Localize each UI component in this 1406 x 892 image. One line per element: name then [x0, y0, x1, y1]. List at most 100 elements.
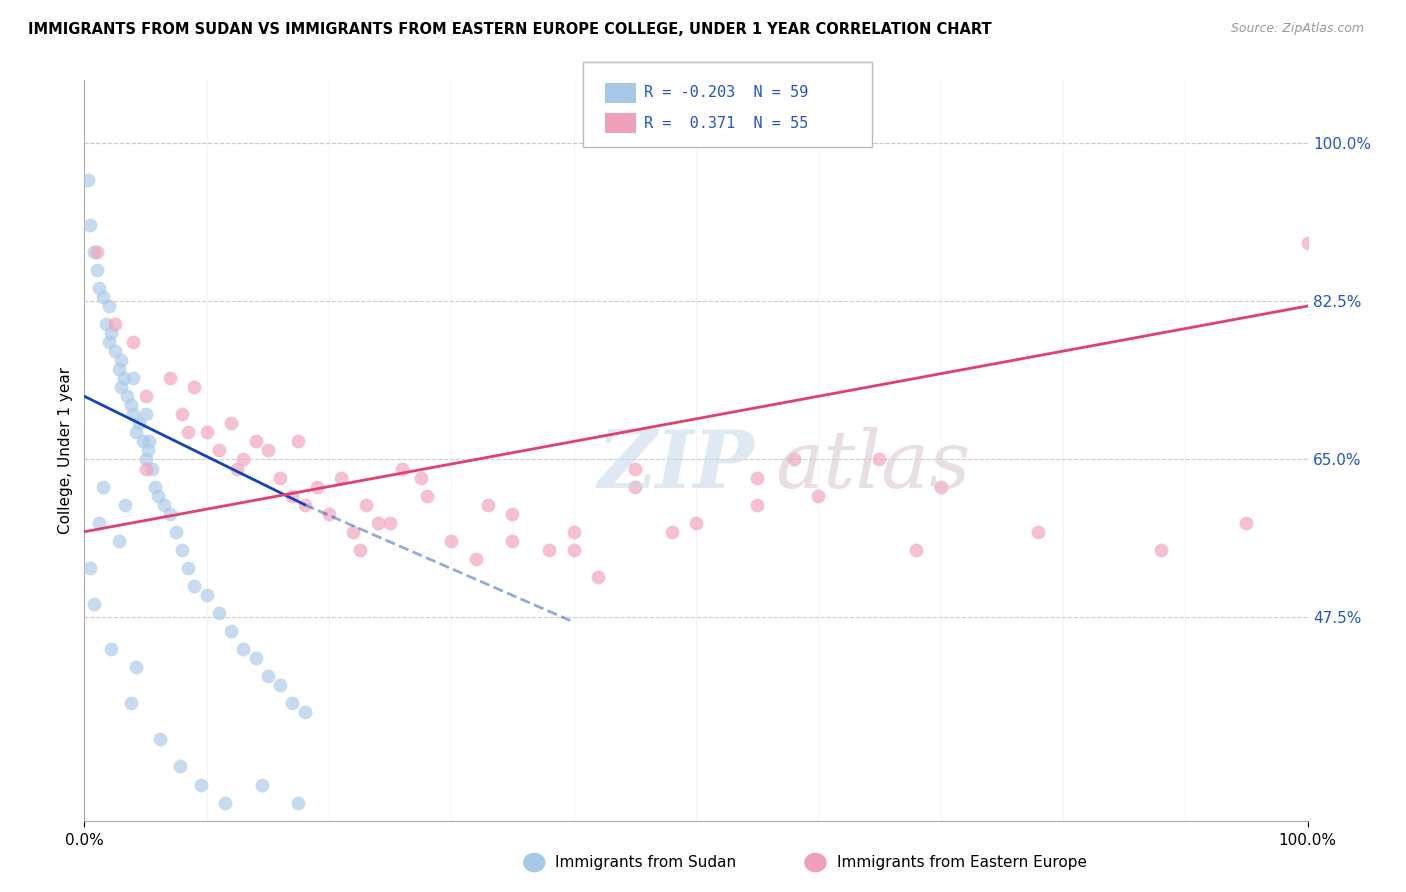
Point: [257, 443, 280, 458]
Point: [869, 452, 891, 467]
Point: [269, 470, 291, 484]
Point: [114, 498, 136, 512]
Point: [1028, 524, 1050, 539]
Point: [294, 706, 316, 720]
Point: [929, 479, 952, 493]
Point: [77, 172, 100, 186]
Point: [214, 796, 236, 810]
Point: [172, 542, 194, 557]
Point: [177, 425, 200, 440]
Point: [96, 317, 118, 331]
Point: [107, 362, 129, 376]
Point: [464, 551, 486, 566]
Point: [143, 479, 166, 493]
Point: [183, 579, 205, 593]
Point: [349, 542, 371, 557]
Point: [318, 507, 340, 521]
Point: [195, 425, 218, 440]
Point: [97, 335, 120, 350]
Point: [135, 452, 157, 467]
Point: [624, 479, 647, 493]
Point: [330, 470, 353, 484]
Point: [250, 778, 273, 792]
Point: [83, 244, 105, 259]
Point: [104, 344, 127, 359]
Point: [245, 434, 267, 449]
Point: [153, 498, 176, 512]
Point: [391, 461, 413, 475]
Point: [125, 425, 148, 440]
Point: [136, 443, 159, 458]
Point: [245, 651, 267, 665]
Point: [172, 408, 194, 422]
Point: [380, 516, 402, 530]
Point: [1150, 542, 1173, 557]
Point: [219, 417, 242, 431]
Text: R =  0.371  N = 55: R = 0.371 N = 55: [644, 116, 808, 130]
Point: [342, 524, 364, 539]
Point: [141, 461, 163, 475]
Point: [208, 606, 231, 620]
Point: [190, 778, 212, 792]
Point: [807, 489, 830, 503]
Point: [91, 290, 114, 304]
Point: [128, 417, 150, 431]
Point: [562, 524, 585, 539]
Text: IMMIGRANTS FROM SUDAN VS IMMIGRANTS FROM EASTERN EUROPE COLLEGE, UNDER 1 YEAR CO: IMMIGRANTS FROM SUDAN VS IMMIGRANTS FROM…: [28, 22, 991, 37]
Point: [122, 335, 145, 350]
Point: [257, 669, 280, 683]
Y-axis label: College, Under 1 year: College, Under 1 year: [58, 367, 73, 534]
Point: [1296, 235, 1319, 250]
Point: [169, 759, 191, 773]
Point: [183, 380, 205, 394]
Point: [562, 542, 585, 557]
Point: [91, 479, 114, 493]
Text: ZIP: ZIP: [598, 426, 755, 504]
Point: [135, 461, 157, 475]
Point: [112, 371, 135, 385]
Point: [104, 317, 127, 331]
Text: Immigrants from Eastern Europe: Immigrants from Eastern Europe: [837, 855, 1087, 870]
Point: [195, 588, 218, 602]
Point: [624, 461, 647, 475]
Point: [232, 452, 254, 467]
Point: [177, 561, 200, 575]
Point: [477, 498, 499, 512]
Point: [232, 642, 254, 657]
Text: R = -0.203  N = 59: R = -0.203 N = 59: [644, 86, 808, 100]
Point: [165, 524, 187, 539]
Point: [79, 218, 101, 232]
Point: [502, 533, 524, 548]
Point: [120, 398, 142, 412]
Point: [586, 570, 609, 584]
Point: [138, 434, 160, 449]
Point: [115, 389, 138, 403]
Point: [281, 489, 304, 503]
Point: [107, 533, 129, 548]
Point: [905, 542, 928, 557]
Point: [120, 696, 142, 710]
Point: [100, 642, 122, 657]
Point: [159, 371, 181, 385]
Text: Source: ZipAtlas.com: Source: ZipAtlas.com: [1230, 22, 1364, 36]
Point: [125, 660, 148, 674]
Point: [416, 489, 439, 503]
Point: [502, 507, 524, 521]
Point: [538, 542, 561, 557]
Point: [132, 434, 155, 449]
Point: [287, 796, 309, 810]
Point: [783, 452, 806, 467]
Point: [367, 516, 389, 530]
Point: [122, 408, 145, 422]
Point: [149, 732, 172, 747]
Point: [661, 524, 683, 539]
Point: [83, 597, 105, 611]
Point: [685, 516, 707, 530]
Text: atlas: atlas: [776, 426, 972, 504]
Point: [135, 408, 157, 422]
Point: [110, 380, 132, 394]
Point: [219, 624, 242, 638]
Point: [226, 461, 249, 475]
Point: [747, 498, 769, 512]
Point: [1236, 516, 1258, 530]
